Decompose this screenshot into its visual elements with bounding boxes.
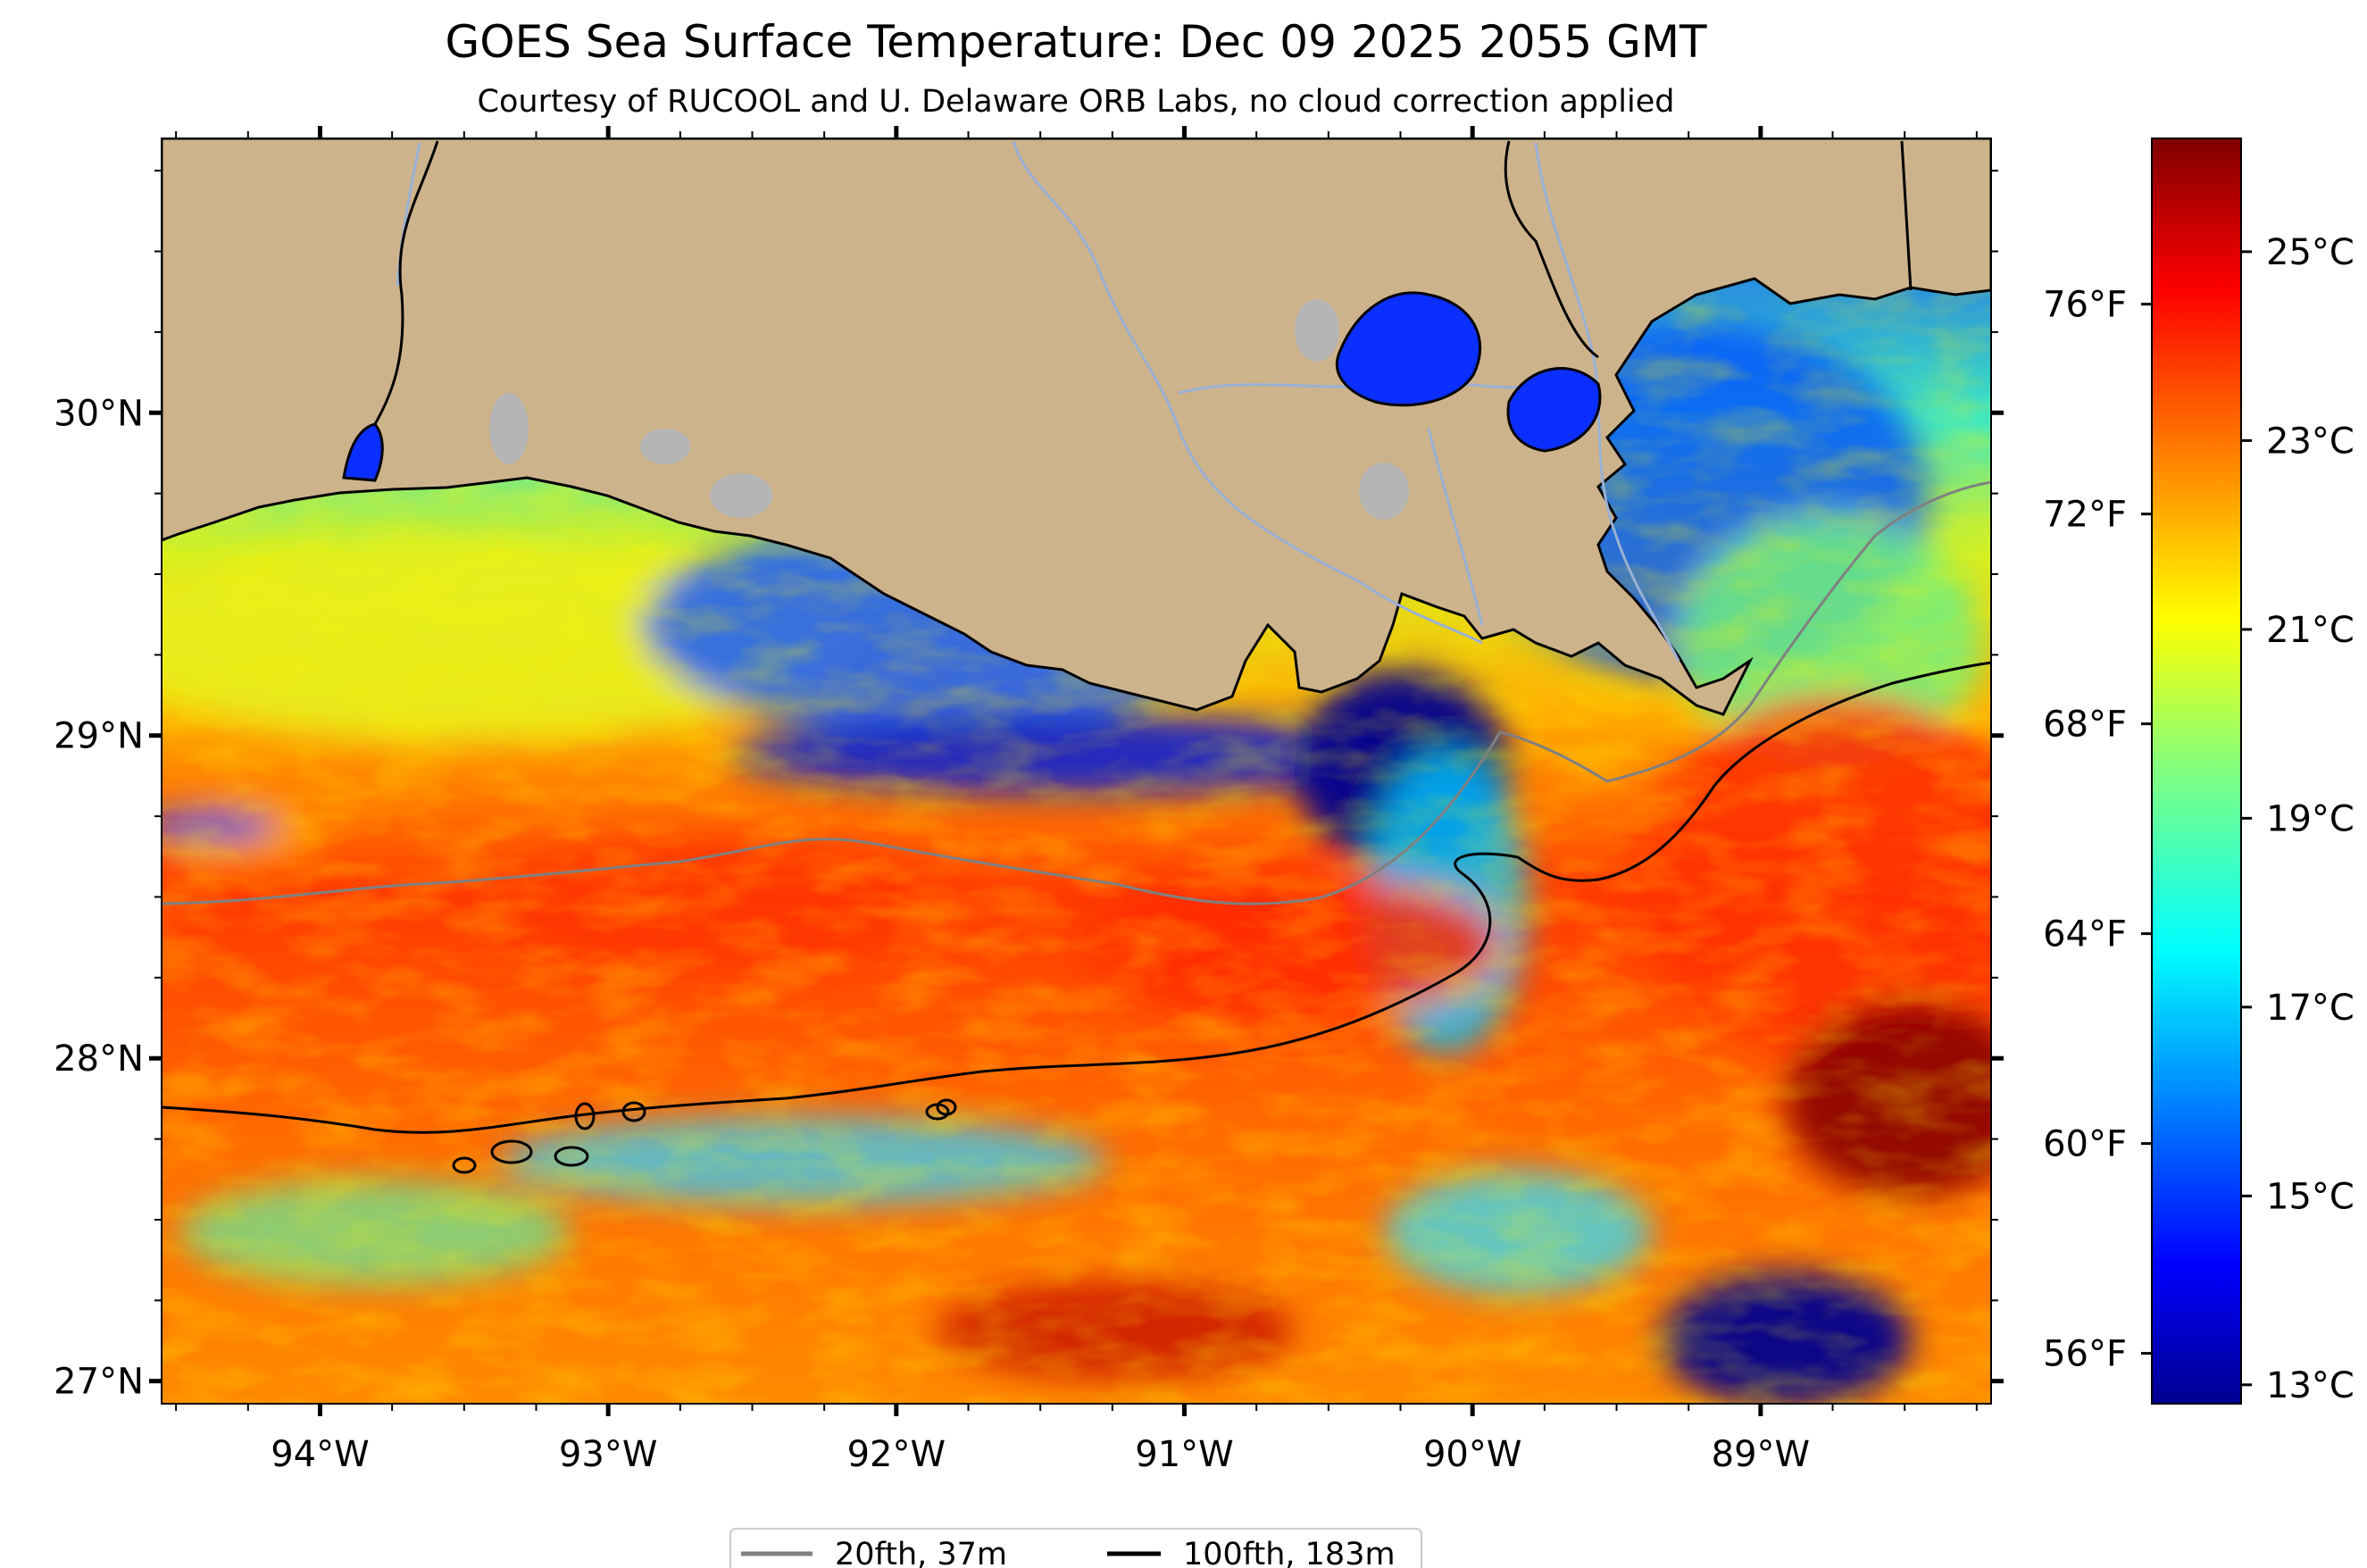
colorbar-f-label: 56°F (2043, 1334, 2127, 1375)
colorbar-f-label: 64°F (2043, 914, 2127, 955)
colorbar-f-label: 76°F (2043, 285, 2127, 326)
legend-label-20fth: 20fth, 37m (835, 1537, 1007, 1568)
legend: 20fth, 37m 100fth, 183m (729, 1528, 1422, 1568)
latitude-axis: 27°N 28°N 29°N 30°N (54, 393, 2004, 1403)
colorbar-c-label: 23°C (2266, 421, 2354, 462)
colorbar-fahrenheit-ticks: 56°F 60°F 64°F 68°F 72°F 76°F (2043, 285, 2152, 1375)
sabine-lake (342, 422, 384, 482)
rivers (396, 140, 1680, 662)
map-title: GOES Sea Surface Temperature: Dec 09 202… (445, 16, 1707, 68)
colorbar-f-label: 60°F (2043, 1124, 2127, 1165)
land-mass (162, 138, 1991, 716)
isobath-100fth (162, 661, 1991, 1134)
lat-tick-label: 29°N (54, 716, 144, 757)
minor-ticks (154, 131, 1998, 1411)
state-borders (373, 140, 1913, 425)
longitude-axis: 94°W 93°W 92°W 91°W 90°W 89°W (271, 126, 1810, 1475)
lon-tick-label: 92°W (847, 1434, 946, 1475)
lon-tick-label: 89°W (1712, 1434, 1810, 1475)
colorbar-c-label: 21°C (2266, 610, 2354, 651)
colorbar-f-label: 68°F (2043, 705, 2127, 746)
lon-tick-label: 94°W (271, 1434, 369, 1475)
lat-tick-label: 28°N (54, 1038, 144, 1080)
lon-tick-label: 93°W (559, 1434, 657, 1475)
map-frame (161, 138, 1992, 1405)
colorbar-f-label: 72°F (2043, 495, 2127, 536)
bank-contours (452, 1098, 957, 1174)
lat-tick-label: 30°N (54, 393, 144, 434)
lon-tick-label: 91°W (1135, 1434, 1233, 1475)
lake-pontchartrain (1335, 291, 1482, 407)
isobath-20fth (162, 480, 1991, 905)
lake-borgne (1506, 367, 1602, 453)
colorbar-c-label: 19°C (2266, 798, 2354, 839)
legend-box (729, 1528, 1422, 1568)
sst-map (162, 138, 1991, 1404)
colorbar-celsius-ticks: 13°C 15°C 17°C 19°C 21°C 23°C 25°C (2241, 232, 2354, 1406)
colorbar-c-label: 13°C (2266, 1365, 2354, 1406)
colorbar: 13°C 15°C 17°C 19°C 21°C 23°C 25°C 56°F 60°F 64°… (2043, 138, 2354, 1406)
legend-label-100fth: 100fth, 183m (1183, 1537, 1396, 1568)
lat-tick-label: 27°N (54, 1362, 144, 1403)
map-subtitle: Courtesy of RUCOOL and U. Delaware ORB L… (477, 84, 1675, 120)
lon-tick-label: 90°W (1423, 1434, 1521, 1475)
colorbar-c-label: 15°C (2266, 1176, 2354, 1217)
inland-lakes (489, 299, 1409, 520)
colorbar-c-label: 25°C (2266, 232, 2354, 273)
colorbar-c-label: 17°C (2266, 988, 2354, 1029)
colorbar-gradient (2151, 138, 2242, 1405)
